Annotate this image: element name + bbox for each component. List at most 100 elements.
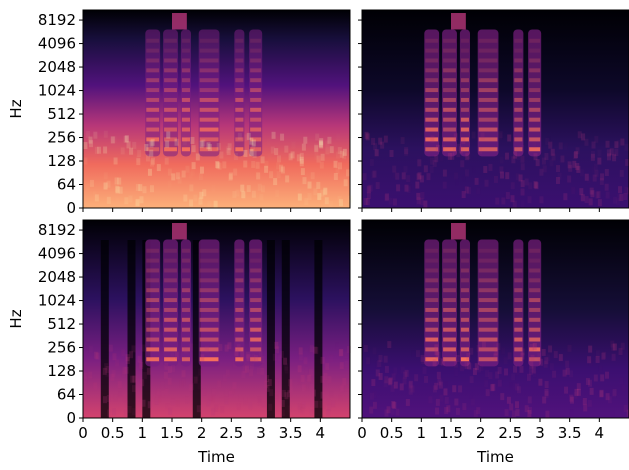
spectrogram-harmonic <box>164 58 177 63</box>
spectrogram-harmonic <box>199 278 219 283</box>
spectrogram-harmonic <box>514 58 523 63</box>
spectrogram-noise <box>626 409 629 417</box>
spectrogram-noise <box>171 173 176 181</box>
spectrogram-noise <box>339 385 344 393</box>
spectrogram-noise <box>560 155 565 163</box>
spectrogram-harmonic <box>514 127 523 132</box>
spectrogram-gap <box>266 240 275 418</box>
spectrogram-noise <box>612 390 617 398</box>
spectrogram-noise <box>513 365 518 373</box>
spectrogram-noise <box>237 132 242 140</box>
spectrogram-noise <box>366 186 371 194</box>
spectrogram-noise <box>520 188 525 196</box>
spectrogram-harmonic <box>250 117 262 122</box>
spectrogram-noise <box>330 391 334 398</box>
spectrogram-harmonic <box>460 337 469 342</box>
spectrogram-noise <box>599 365 603 372</box>
spectrogram-harmonic <box>199 317 219 322</box>
plot-frame <box>361 9 629 209</box>
spectrogram-harmonic <box>181 288 190 293</box>
spectrogram-noise <box>319 138 324 146</box>
spectrogram-noise <box>224 397 229 405</box>
spectrogram-noise <box>211 407 216 415</box>
spectrogram-noise <box>464 361 469 369</box>
spectrogram-noise <box>217 380 222 388</box>
spectrogram-noise <box>297 377 301 384</box>
spectrogram-noise <box>373 347 377 354</box>
spectrogram-harmonic <box>460 147 469 152</box>
spectrogram-harmonic <box>460 137 469 142</box>
spectrogram-noise <box>562 369 567 377</box>
spectrogram-noise <box>268 403 273 411</box>
spectrogram-harmonic <box>514 307 523 312</box>
spectrogram-noise <box>144 144 149 152</box>
spectrogram-noise <box>580 194 585 202</box>
spectrogram-harmonic <box>235 248 244 253</box>
spectrogram-noise <box>317 193 322 201</box>
spectrogram-harmonic <box>164 38 177 43</box>
spectrogram-noise <box>228 172 233 180</box>
spectrogram-noise <box>333 160 338 168</box>
spectrogram-noise <box>343 179 348 187</box>
spectrogram-noise <box>142 371 147 379</box>
spectrogram-harmonic <box>529 48 541 53</box>
spectrogram-noise <box>220 406 225 414</box>
spectrogram-noise <box>408 381 413 389</box>
spectrogram-noise <box>386 406 391 414</box>
spectrogram-noise <box>251 143 256 151</box>
spectrogram-noise <box>190 136 195 144</box>
spectrogram-noise <box>594 169 599 177</box>
spectrogram-noise <box>388 197 393 205</box>
spectrogram-noise <box>299 156 304 164</box>
spectrogram-harmonic <box>235 147 244 152</box>
spectrogram-harmonic <box>514 278 523 283</box>
spectrogram-noise <box>193 194 198 202</box>
spectrogram-harmonic <box>181 68 190 73</box>
spectrogram-harmonic <box>443 58 456 63</box>
spectrogram-noise <box>569 394 574 402</box>
spectrogram-noise <box>557 172 562 180</box>
spectrogram-noise <box>156 164 161 172</box>
spectrogram-harmonic <box>199 107 219 112</box>
spectrogram-noise <box>342 148 347 156</box>
spectrogram-noise <box>170 398 175 406</box>
spectrogram-noise <box>574 388 579 396</box>
spectrogram-harmonic <box>425 88 439 93</box>
spectrogram-harmonic <box>425 337 439 342</box>
spectrogram-noise <box>497 379 502 387</box>
spectrogram-noise <box>218 344 223 352</box>
spectrogram-noise <box>376 361 380 368</box>
spectrogram-noise <box>443 388 448 396</box>
spectrogram-noise <box>466 152 471 160</box>
spectrogram-noise <box>586 176 590 183</box>
spectrogram-noise <box>479 364 484 372</box>
spectrogram-noise <box>257 356 262 364</box>
spectrogram-gap <box>281 240 290 418</box>
spectrogram-noise <box>607 396 612 404</box>
spectrogram-noise <box>124 197 129 205</box>
spectrogram-harmonic <box>529 288 541 293</box>
spectrogram-harmonic <box>199 307 219 312</box>
spectrogram-harmonic <box>529 337 541 342</box>
spectrogram-voice <box>477 29 499 157</box>
spectrogram-harmonic <box>235 78 244 83</box>
spectrogram-noise <box>335 166 340 174</box>
spectrogram-noise <box>435 398 440 406</box>
spectrogram-noise <box>337 179 341 186</box>
spectrogram-noise <box>375 369 380 377</box>
spectrogram-noise <box>149 149 154 157</box>
spectrogram-noise <box>106 180 111 188</box>
spectrogram-noise <box>137 355 142 363</box>
spectrogram-noise <box>624 186 629 194</box>
x-tick-label: 3.5 <box>558 424 582 442</box>
spectrogram-noise <box>125 357 130 365</box>
spectrogram-noise <box>267 379 272 387</box>
spectrogram-noise <box>423 200 428 208</box>
spectrogram-noise <box>455 179 459 186</box>
spectrogram-noise <box>181 170 186 178</box>
spectrogram-harmonic <box>460 38 469 43</box>
spectrogram-noise <box>501 347 505 354</box>
spectrogram-noise <box>284 363 289 371</box>
spectrogram-voice <box>528 29 542 157</box>
spectrogram-noise <box>252 150 257 158</box>
